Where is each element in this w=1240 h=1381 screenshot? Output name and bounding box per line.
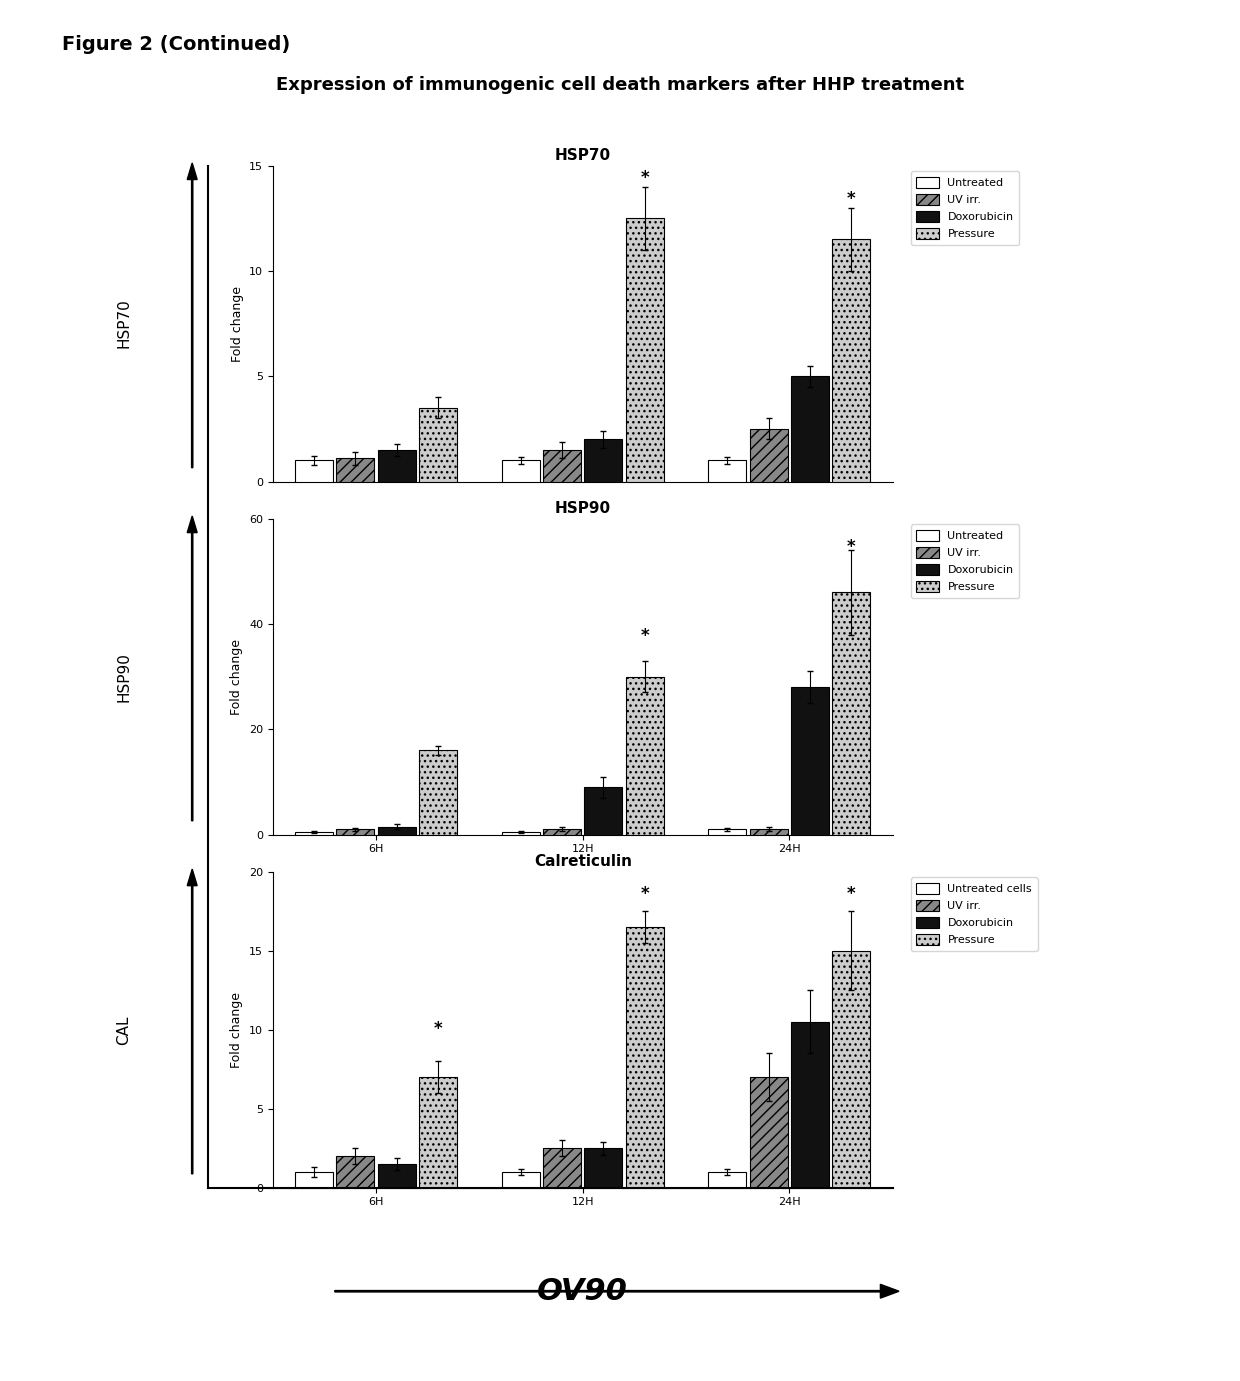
Bar bbox=[750, 429, 787, 482]
Bar bbox=[419, 1077, 458, 1188]
Legend: Untreated, UV irr., Doxorubicin, Pressure: Untreated, UV irr., Doxorubicin, Pressur… bbox=[910, 171, 1019, 244]
Text: *: * bbox=[434, 1019, 443, 1037]
Bar bbox=[419, 407, 458, 482]
Bar bbox=[502, 460, 539, 482]
Bar bbox=[626, 927, 663, 1188]
Title: HSP90: HSP90 bbox=[554, 501, 611, 516]
Bar bbox=[708, 460, 746, 482]
Bar bbox=[378, 827, 415, 834]
Bar bbox=[584, 1148, 622, 1188]
Bar bbox=[336, 458, 374, 482]
Bar bbox=[626, 218, 663, 482]
Bar bbox=[832, 950, 870, 1188]
Text: *: * bbox=[847, 885, 856, 903]
Bar bbox=[791, 376, 830, 482]
Bar bbox=[378, 450, 415, 482]
Bar bbox=[295, 1172, 334, 1188]
Bar bbox=[832, 239, 870, 482]
Bar bbox=[626, 677, 663, 834]
Title: Calreticulin: Calreticulin bbox=[533, 855, 632, 869]
Text: HSP70: HSP70 bbox=[117, 298, 131, 348]
Text: HSP90: HSP90 bbox=[117, 652, 131, 702]
Text: *: * bbox=[847, 189, 856, 207]
Bar bbox=[502, 1172, 539, 1188]
Text: *: * bbox=[847, 537, 856, 555]
Bar bbox=[295, 460, 334, 482]
Bar bbox=[543, 830, 582, 834]
Bar bbox=[750, 830, 787, 834]
Title: HSP70: HSP70 bbox=[554, 148, 611, 163]
Bar bbox=[543, 1148, 582, 1188]
Text: Figure 2 (Continued): Figure 2 (Continued) bbox=[62, 35, 290, 54]
Y-axis label: Fold change: Fold change bbox=[231, 638, 243, 715]
Bar bbox=[295, 831, 334, 834]
Text: Expression of immunogenic cell death markers after HHP treatment: Expression of immunogenic cell death mar… bbox=[277, 76, 963, 94]
Text: *: * bbox=[641, 885, 649, 903]
Bar bbox=[502, 831, 539, 834]
Bar bbox=[336, 1156, 374, 1188]
Bar bbox=[543, 450, 582, 482]
Bar bbox=[832, 592, 870, 834]
Bar bbox=[750, 1077, 787, 1188]
Bar bbox=[708, 830, 746, 834]
Text: OV90: OV90 bbox=[537, 1277, 629, 1305]
Text: *: * bbox=[641, 168, 649, 186]
Bar bbox=[791, 688, 830, 834]
Bar bbox=[791, 1022, 830, 1188]
Legend: Untreated cells, UV irr., Doxorubicin, Pressure: Untreated cells, UV irr., Doxorubicin, P… bbox=[910, 877, 1038, 952]
Text: CAL: CAL bbox=[117, 1015, 131, 1044]
Bar bbox=[584, 439, 622, 482]
Text: *: * bbox=[641, 627, 649, 645]
Bar bbox=[378, 1164, 415, 1188]
Bar bbox=[419, 750, 458, 834]
Legend: Untreated, UV irr., Doxorubicin, Pressure: Untreated, UV irr., Doxorubicin, Pressur… bbox=[910, 525, 1019, 598]
Y-axis label: Fold change: Fold change bbox=[231, 286, 243, 362]
Bar bbox=[584, 787, 622, 834]
Bar bbox=[336, 830, 374, 834]
Bar bbox=[708, 1172, 746, 1188]
Y-axis label: Fold change: Fold change bbox=[231, 992, 243, 1068]
